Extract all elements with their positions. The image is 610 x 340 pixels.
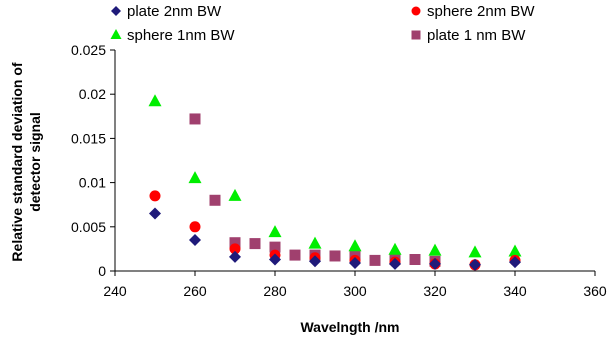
plate-2nm-bw-point <box>389 257 401 270</box>
plate-1-nm-bw-point <box>269 241 281 253</box>
sphere-1nm-bw-point <box>428 243 442 256</box>
sphere-2nm-bw-point <box>229 243 241 255</box>
legend-marker <box>111 6 121 16</box>
legend-marker <box>110 29 122 39</box>
plate-2nm-bw-point <box>149 207 161 220</box>
x-ticks: 240 260 280 300 320 340 360 <box>103 271 607 299</box>
legend-label: plate 1 nm BW <box>427 27 526 44</box>
plate-2nm-bw-point <box>509 256 521 269</box>
sphere-1nm-bw-point <box>228 188 242 201</box>
y-tick-label: 0.015 <box>71 130 106 146</box>
sphere-1nm-bw-point <box>508 244 522 257</box>
legend-marker <box>411 6 421 16</box>
sphere-1nm-bw-point <box>308 236 322 249</box>
x-tick-label: 300 <box>343 283 367 299</box>
plate-2nm-bw-point <box>229 250 241 263</box>
plate-1-nm-bw-point <box>289 249 301 261</box>
y-axis-label-line: Relative standard deviation of <box>9 62 25 261</box>
x-tick-label: 320 <box>423 283 447 299</box>
plate-1-nm-bw-point <box>329 250 341 262</box>
plate-1-nm-bw-point <box>229 237 241 249</box>
y-ticks: 0 0.005 0.01 0.015 0.02 0.025 <box>71 42 115 279</box>
y-axis-label: Relative standard deviation of detector s… <box>9 62 43 261</box>
x-axis-label: Wavelngth /nm <box>300 319 399 335</box>
legend: plate 2nm BW sphere 2nm BW sphere 1nm BW pl… <box>110 3 535 44</box>
sphere-1nm-bw-point <box>148 94 162 107</box>
sphere-1nm-bw-point <box>348 239 362 252</box>
plate-2nm-bw-point <box>309 255 321 268</box>
y-tick-label: 0.005 <box>71 219 106 235</box>
plate-2nm-bw-point <box>429 257 441 270</box>
legend-label: sphere 2nm BW <box>427 3 535 20</box>
y-axis-label-line: detector signal <box>27 112 43 212</box>
plate-1-nm-bw-point <box>249 238 261 250</box>
sphere-1nm-bw-point <box>388 242 402 255</box>
y-tick-label: 0.01 <box>79 175 106 191</box>
legend-label: plate 2nm BW <box>127 3 222 20</box>
y-tick-label: 0 <box>98 263 106 279</box>
sphere-1nm-bw-point <box>468 245 482 258</box>
sphere-2nm-bw-point <box>189 221 201 233</box>
y-tick-label: 0.02 <box>79 86 106 102</box>
x-tick-label: 280 <box>263 283 287 299</box>
x-tick-label: 240 <box>103 283 127 299</box>
plate-1-nm-bw-point <box>189 113 201 125</box>
legend-label: sphere 1nm BW <box>127 27 235 44</box>
legend-marker <box>411 30 421 40</box>
plate-1-nm-bw-point <box>209 194 221 206</box>
data-markers <box>148 94 522 271</box>
plate-1-nm-bw-point <box>409 254 421 266</box>
y-tick-label: 0.025 <box>71 42 106 58</box>
sphere-1nm-bw-point <box>268 225 282 238</box>
plate-2nm-bw-point <box>469 258 481 271</box>
x-tick-label: 360 <box>583 283 607 299</box>
plate-2nm-bw-point <box>349 257 361 270</box>
sphere-1nm-bw-point <box>188 171 202 184</box>
x-tick-label: 260 <box>183 283 207 299</box>
sphere-2nm-bw-point <box>149 190 161 202</box>
plate-1-nm-bw-point <box>369 254 381 266</box>
plate-2nm-bw-point <box>269 253 281 266</box>
x-tick-label: 340 <box>503 283 527 299</box>
plate-2nm-bw-point <box>189 234 201 247</box>
